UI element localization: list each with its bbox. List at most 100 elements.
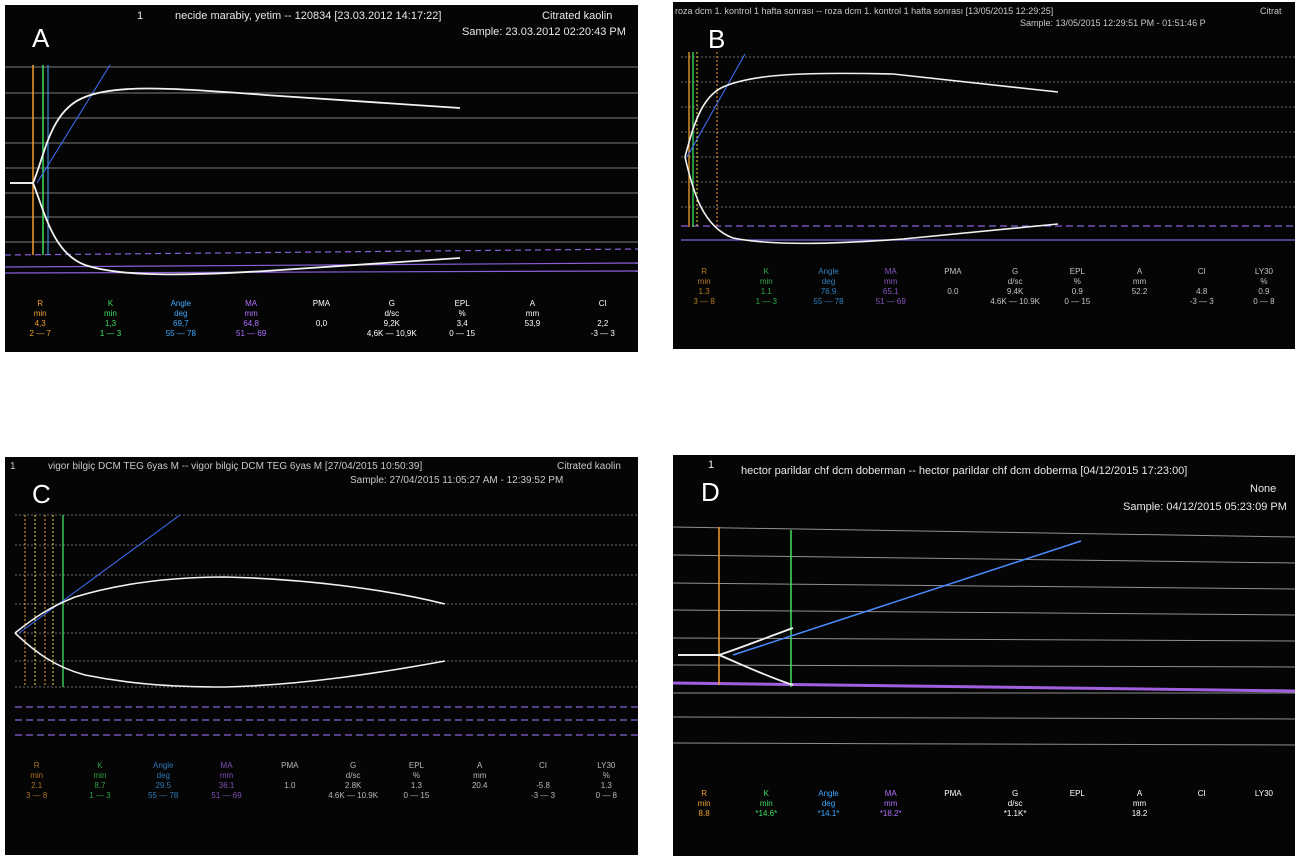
grid-lines [681,56,1295,208]
teg-tracing [673,526,1295,746]
param-name: A [1136,789,1143,798]
param-value: 53,9 [524,319,541,328]
param-unit: mm [1132,799,1147,808]
param-unit: mm [1132,277,1147,286]
reference-lines [15,706,638,736]
param-value: 1.0 [284,781,296,790]
param-value: 1.3 [600,781,612,790]
param-angle: Angle deg 29.5 55 — 78 [132,761,195,801]
param-unit: mm [244,309,258,318]
panel-letter: B [708,24,726,54]
param-name: CI [1197,267,1206,276]
param-range [258,791,321,801]
param-epl: EPL [1046,789,1108,829]
param-ma: MA mm 36.1 51 — 69 [195,761,258,801]
teg-panel-b: B roza dcm 1. kontrol 1 hafta sonrası --… [673,2,1295,349]
param-value: 3,4 [456,319,468,328]
header-title: hector parildar chf dcm doberman -- hect… [741,465,1188,477]
param-range [448,791,511,801]
param-unit [1233,799,1295,809]
param-value: 1.3 [410,781,422,790]
reference-lines [681,225,1295,241]
param-value: 0,0 [315,319,328,328]
param-name: Angle [153,761,174,770]
param-range [797,819,859,829]
param-name: R [37,299,44,308]
param-name: K [97,761,103,770]
param-range: -3 — 3 [1189,297,1214,306]
param-ly30: LY30 [1233,789,1295,829]
param-unit: min [93,771,107,780]
param-value [1171,809,1233,819]
param-value: 1,3 [104,319,117,328]
param-name: MA [884,789,897,798]
param-range: 3 — 8 [25,791,48,800]
param-angle: Angle deg 76.9 55 — 78 [797,267,859,307]
param-ma: MA mm *18.2* [860,789,922,829]
param-value: 20.4 [471,781,488,790]
param-name: R [701,267,707,276]
param-unit [568,309,638,319]
param-name: G [388,299,395,308]
angle-tangent [36,64,111,184]
param-range [922,297,984,307]
param-unit: % [1260,277,1268,286]
param-ly30: LY30% 1.3 0 — 8 [575,761,638,801]
param-unit: mm [219,771,234,780]
param-unit: mm [473,771,487,780]
param-value: 1.3 [698,287,710,296]
panel-letter: C [32,479,51,509]
param-unit: min [33,309,47,318]
header-title: vigor bilgiç DCM TEG 6yas M -- vigor bil… [48,461,423,472]
panel-letter: D [701,477,720,507]
param-range: 51 — 69 [236,329,267,338]
param-range: 0 — 8 [595,791,617,800]
param-name: G [1012,789,1019,798]
header-title: necide marabiy, yetim -- 120834 [23.03.2… [175,10,442,22]
header-index: 1 [10,461,16,472]
teg-panel-c: C 1 vigor bilgiç DCM TEG 6yas M -- vigor… [5,457,638,855]
param-range [1108,819,1170,829]
param-name: G [350,761,357,770]
param-unit: min [697,277,711,286]
param-ma: MA mm 64,8 51 — 69 [216,299,286,339]
param-range: 51 — 69 [211,791,242,800]
param-name: MA [220,761,233,770]
param-name: CI [539,761,548,770]
param-name: EPL [454,299,470,308]
header-sample-time: Sample: 13/05/2015 12:29:51 PM - 01:51:4… [1020,18,1206,28]
param-value: 52.2 [1131,287,1148,296]
param-name: CI [1197,789,1206,798]
trace-lower [684,156,1059,245]
param-name: K [763,267,769,276]
trace-lower [14,632,446,688]
param-unit: mm [884,799,898,808]
param-value: *14.6* [755,809,778,818]
param-epl: EPL% 0.9 0 — 15 [1046,267,1108,307]
param-value: 64,8 [243,319,259,328]
panel-letter: A [32,23,50,53]
param-name: Angle [818,789,839,798]
param-name: G [1012,267,1019,276]
param-range: -3 — 3 [531,791,556,800]
param-name: EPL [1069,789,1085,798]
param-range [1171,819,1233,829]
param-name: MA [245,299,258,308]
param-name: EPL [408,761,424,770]
header-reagent: None [1250,483,1277,495]
param-range: 55 — 78 [813,297,844,306]
param-name: R [33,761,40,770]
param-value: 2.8K [344,781,362,790]
param-pma: PMA 1.0 [258,761,321,801]
param-ly30: LY30% 0.9 0 — 8 [1233,267,1295,307]
param-name: Angle [170,299,192,308]
param-ci: CI [1171,789,1233,829]
param-value: *14.1* [817,809,840,818]
param-value: 0.0 [947,287,959,296]
